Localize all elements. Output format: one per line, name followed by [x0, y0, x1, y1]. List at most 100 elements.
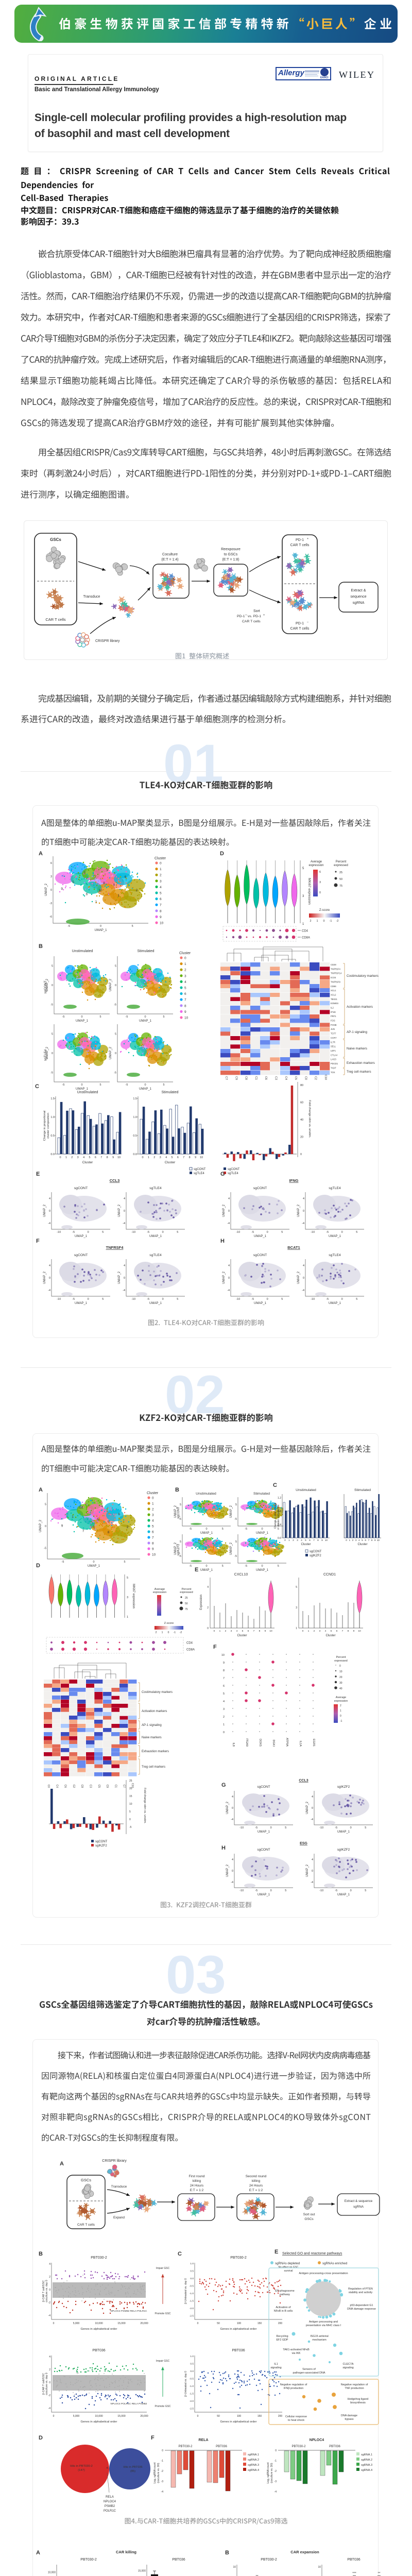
svg-text:0: 0 [49, 1277, 50, 1280]
svg-text:10: 10 [129, 1803, 132, 1806]
svg-text:-10: -10 [57, 1231, 61, 1234]
svg-text:80: 80 [300, 1084, 303, 1087]
svg-text:1: 1 [308, 1630, 310, 1633]
svg-text:coculture vs. day 0: coculture vs. day 0 [45, 2372, 48, 2395]
svg-text:4: 4 [49, 1197, 50, 1200]
svg-text:UMAP_1: UMAP_1 [200, 1569, 213, 1572]
svg-text:0: 0 [267, 1231, 268, 1234]
svg-text:6: 6 [365, 1539, 366, 1542]
svg-text:5: 5 [163, 1015, 164, 1019]
svg-text:-10: -10 [57, 1298, 61, 1301]
svg-text:4: 4 [358, 1539, 360, 1542]
svg-text:Genes in alphabetical order: Genes in alphabetical order [220, 2328, 257, 2331]
svg-text:Average: Average [311, 860, 322, 863]
svg-text:ER-phagosome: ER-phagosome [275, 2290, 294, 2293]
svg-text:C0: C0 [47, 1785, 50, 1788]
svg-text:9: 9 [374, 1539, 376, 1542]
svg-text:+: + [307, 537, 308, 540]
svg-text:cluster composition: cluster composition [47, 1113, 50, 1139]
svg-text:UMAP_1: UMAP_1 [139, 1020, 152, 1023]
svg-text:-10: -10 [131, 1231, 135, 1234]
svg-text:5: 5 [365, 1889, 366, 1892]
svg-text:3: 3 [302, 895, 304, 898]
svg-text:0: 0 [261, 1528, 263, 1531]
svg-text:Sort: Sort [253, 609, 260, 613]
svg-text:5: 5 [356, 1231, 357, 1234]
svg-text:LEF1: LEF1 [331, 1049, 336, 1052]
svg-text:9: 9 [223, 1662, 225, 1665]
svg-text:UMAP_1: UMAP_1 [258, 1893, 270, 1896]
svg-text:Change in proportional: Change in proportional [274, 1503, 277, 1529]
svg-text:3: 3 [93, 1526, 95, 1529]
svg-text:Coculture: Coculture [162, 553, 178, 556]
svg-text:15,000: 15,000 [138, 2569, 146, 2572]
svg-text:C8: C8 [245, 1076, 248, 1080]
svg-text:CAR T cells: CAR T cells [45, 617, 66, 622]
svg-text:C5: C5 [294, 1076, 297, 1080]
svg-text:-6: -6 [49, 916, 52, 919]
svg-text:3: 3 [77, 1156, 79, 1159]
svg-text:UMAP_1: UMAP_1 [149, 1235, 162, 1238]
svg-text:MKi67 expression: MKi67 expression [132, 1584, 135, 1608]
svg-text:0: 0 [341, 1298, 343, 1301]
svg-text:-10: -10 [311, 1298, 315, 1301]
svg-text:UMAP_2: UMAP_2 [226, 1801, 229, 1814]
svg-text:10: 10 [221, 1654, 225, 1657]
svg-text:-5: -5 [326, 1231, 329, 1234]
svg-text:-2.0: -2.0 [190, 2400, 194, 2403]
svg-text:0: 0 [267, 1298, 268, 1301]
svg-text:Log₂ sgRNA count: Log₂ sgRNA count [153, 2462, 157, 2483]
svg-text:sgRNAs enriched: sgRNAs enriched [322, 2262, 348, 2265]
svg-text:UMAP_1: UMAP_1 [76, 1020, 89, 1023]
svg-text:200: 200 [278, 2415, 283, 2418]
svg-text:-5: -5 [234, 1518, 237, 1521]
svg-text:10,000: 10,000 [48, 2571, 56, 2574]
svg-text:0: 0 [49, 2289, 50, 2292]
svg-text:CXCL10: CXCL10 [234, 1573, 248, 1577]
svg-text:C8: C8 [80, 1785, 83, 1788]
svg-text:4: 4 [312, 1795, 313, 1799]
svg-text:IL1A: IL1A [299, 1741, 302, 1747]
svg-text:C5: C5 [97, 1785, 100, 1788]
svg-text:C7: C7 [225, 1076, 228, 1080]
svg-text:CCND1: CCND1 [323, 1573, 336, 1577]
svg-text:Genes in alphabetical order: Genes in alphabetical order [81, 2328, 117, 2331]
svg-text:0.8: 0.8 [278, 1510, 281, 1513]
svg-text:1: 1 [160, 868, 162, 871]
svg-text:75: 75 [339, 885, 342, 888]
svg-text:2: 2 [152, 1508, 154, 1512]
svg-text:Impair GSC: Impair GSC [156, 2360, 170, 2363]
svg-text:0: 0 [284, 1539, 286, 1542]
svg-text:survival: survival [284, 2269, 293, 2273]
svg-text:Negative regulation of: Negative regulation of [280, 2383, 307, 2386]
svg-text:4: 4 [228, 1264, 230, 1267]
svg-text:8: 8 [189, 1156, 191, 1159]
svg-text:PBT036: PBT036 [347, 2558, 360, 2562]
svg-text:stability and activity: stability and activity [349, 2291, 373, 2294]
svg-text:4: 4 [207, 1586, 209, 1589]
svg-text:Regulation of PTEN: Regulation of PTEN [348, 2287, 373, 2291]
svg-text:PBT036: PBT036 [329, 2445, 340, 2448]
svg-text:(E:T = 1:8): (E:T = 1:8) [222, 558, 239, 562]
svg-text:H: H [220, 1238, 225, 1244]
svg-text:C7: C7 [123, 1785, 126, 1788]
svg-text:-2.5: -2.5 [190, 2408, 194, 2411]
svg-text:50: 50 [217, 2415, 220, 2418]
svg-text:IFNβ production: IFNβ production [284, 2387, 303, 2390]
svg-text:9: 9 [321, 1539, 323, 1542]
svg-text:0: 0 [100, 925, 101, 928]
svg-text:2: 2 [184, 969, 186, 972]
svg-text:-3: -3 [161, 2480, 164, 2483]
svg-text:sgTLE4: sgTLE4 [149, 1187, 162, 1190]
svg-text:β-CAR T cell/GSC: β-CAR T cell/GSC [42, 2280, 45, 2302]
svg-text:UMAP_1: UMAP_1 [200, 1532, 213, 1535]
svg-text:0: 0 [45, 1525, 46, 1528]
svg-text:20,000: 20,000 [140, 2322, 148, 2325]
svg-text:-2: -2 [48, 2301, 51, 2304]
svg-text:sgRNAs depleted: sgRNAs depleted [275, 2262, 300, 2265]
svg-text:5: 5 [160, 892, 162, 895]
svg-text:pathogen-associated DNA: pathogen-associated DNA [293, 2371, 325, 2375]
svg-text:4: 4 [49, 1264, 50, 1267]
svg-text:2: 2 [160, 874, 162, 877]
svg-text:sgRNA.2: sgRNA.2 [361, 2459, 372, 2462]
